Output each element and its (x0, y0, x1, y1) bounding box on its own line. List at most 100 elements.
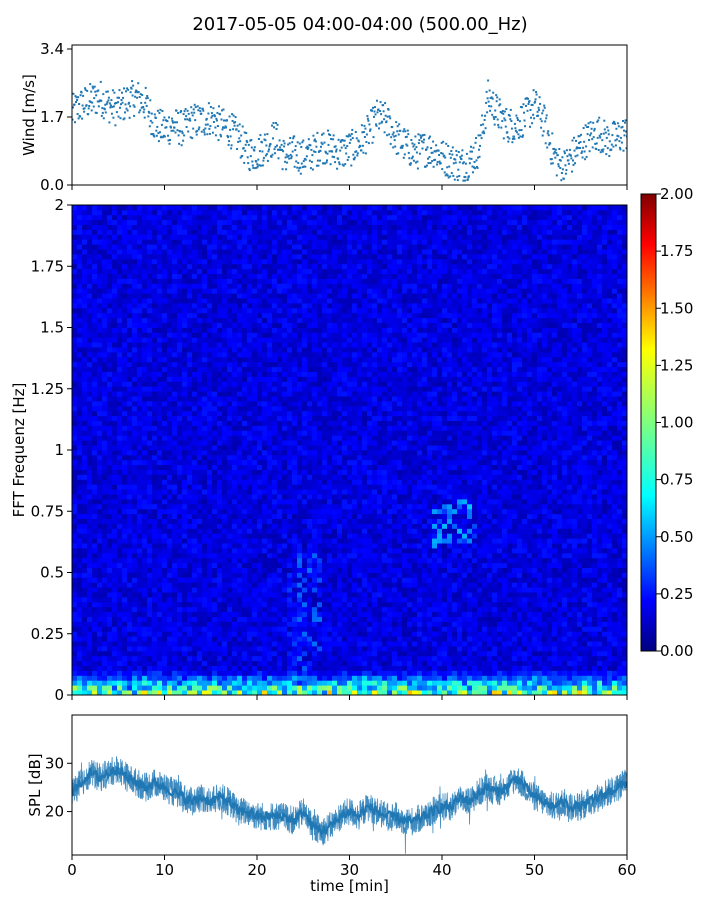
wind-point (414, 135, 417, 138)
heatmap-cell (102, 371, 108, 377)
heatmap-cell (137, 665, 143, 671)
heatmap-cell (112, 244, 118, 250)
heatmap-cell (117, 533, 123, 539)
heatmap-cell (172, 557, 178, 564)
heatmap-cell (197, 342, 203, 348)
heatmap-cell (72, 371, 78, 377)
heatmap-cell (92, 347, 98, 353)
heatmap-cell (77, 587, 83, 593)
wind-point (205, 117, 208, 120)
heatmap-cell (217, 288, 223, 294)
heatmap-cell (112, 288, 118, 294)
heatmap-cell (227, 303, 233, 309)
wind-point (277, 148, 279, 151)
wind-point (498, 104, 501, 107)
heatmap-cell (177, 293, 183, 299)
heatmap-cell (247, 450, 253, 456)
wind-point (618, 140, 621, 143)
heatmap-cell (232, 312, 238, 319)
heatmap-cell (222, 317, 228, 323)
heatmap-cell (142, 224, 148, 230)
wind-point (207, 102, 210, 105)
heatmap-cell (252, 293, 258, 299)
heatmap-cell (177, 641, 183, 647)
heatmap-cell (137, 621, 143, 627)
wind-point (289, 153, 292, 156)
wind-point (413, 148, 416, 151)
wind-point (483, 132, 486, 135)
wind-point (198, 126, 201, 129)
heatmap-cell (122, 450, 128, 456)
heatmap-cell (172, 415, 178, 421)
heatmap-cell (142, 499, 148, 505)
heatmap-cell (92, 430, 98, 436)
heatmap-cell (147, 283, 153, 289)
heatmap-cell (157, 690, 163, 696)
wind-point (350, 164, 353, 167)
heatmap-cell (147, 572, 153, 578)
heatmap-cell (227, 685, 233, 691)
wind-point (522, 134, 524, 137)
wind-point (302, 160, 305, 163)
wind-point (492, 116, 495, 119)
heatmap-cell (182, 552, 188, 559)
heatmap-cell (207, 366, 213, 372)
heatmap-cell (147, 288, 153, 294)
heatmap-cell (172, 273, 178, 279)
heatmap-cell (142, 670, 148, 676)
heatmap-cell (82, 606, 88, 613)
heatmap-cell (152, 680, 158, 686)
wind-point (246, 156, 249, 159)
heatmap-cell (147, 538, 153, 544)
heatmap-cell (177, 489, 183, 495)
heatmap-cell (212, 626, 218, 632)
heatmap-cell (262, 655, 268, 662)
heatmap-cell (157, 655, 163, 662)
heatmap-cell (117, 396, 123, 402)
heatmap-cell (232, 219, 238, 225)
heatmap-cell (87, 611, 93, 617)
heatmap-cell (92, 567, 98, 573)
heatmap-cell (237, 288, 243, 294)
heatmap-cell (147, 650, 153, 657)
heatmap-cell (192, 288, 198, 294)
heatmap-cell (132, 459, 138, 466)
wind-point (373, 110, 376, 113)
heatmap-cell (157, 548, 163, 554)
heatmap-cell (167, 513, 173, 519)
heatmap-cell (187, 420, 193, 426)
wind-point (529, 109, 532, 111)
heatmap-cell (72, 562, 78, 568)
heatmap-cell (122, 288, 128, 294)
heatmap-cell (87, 342, 93, 348)
wind-point (574, 162, 576, 165)
heatmap-cell (202, 268, 208, 274)
wind-point (435, 149, 438, 152)
heatmap-cell (92, 548, 98, 554)
wind-point (218, 105, 220, 108)
heatmap-cell (72, 254, 78, 260)
heatmap-cell (202, 606, 208, 613)
wind-point (306, 148, 309, 150)
heatmap-cell (137, 474, 143, 480)
heatmap-cell (142, 508, 148, 515)
heatmap-cell (132, 518, 138, 524)
heatmap-cell (142, 597, 148, 603)
wind-point (319, 149, 322, 152)
heatmap-cell (187, 538, 193, 544)
wind-point (375, 123, 377, 126)
heatmap-cell (187, 415, 193, 421)
wind-point (170, 129, 173, 132)
wind-point (355, 137, 358, 140)
heatmap-cell (167, 464, 173, 470)
heatmap-cell (107, 258, 113, 265)
heatmap-cell (262, 621, 268, 627)
heatmap-cell (147, 391, 153, 397)
heatmap-cell (262, 562, 268, 568)
heatmap-cell (257, 454, 263, 461)
wind-point (405, 135, 408, 138)
heatmap-cell (112, 690, 118, 696)
wind-point (94, 90, 97, 93)
heatmap-cell (172, 342, 178, 348)
heatmap-cell (242, 567, 248, 573)
